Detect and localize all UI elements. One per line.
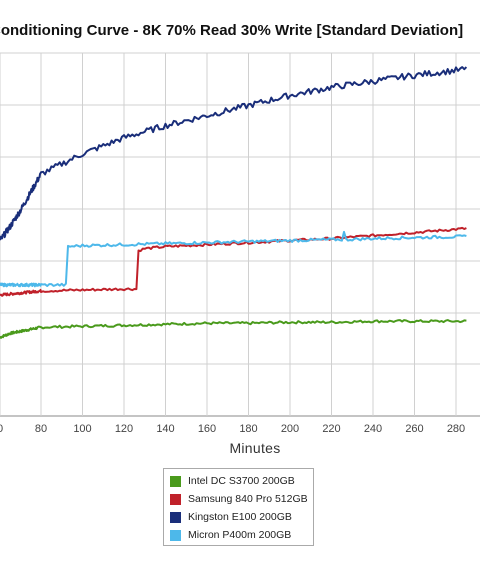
legend-item: Intel DC S3700 200GB [170,472,313,490]
legend-label: Samsung 840 Pro 512GB [188,493,308,505]
legend-label: Micron P400m 200GB [188,529,292,541]
x-tick-label: 240 [364,423,382,435]
x-tick-label: 220 [322,423,340,435]
x-tick-label: 140 [156,423,174,435]
x-tick-label: 80 [35,423,47,435]
x-axis-label: Minutes [229,440,281,456]
legend-swatch [170,511,181,523]
series-line-3 [0,230,467,288]
legend-swatch [170,529,181,541]
x-tick-label: 280 [447,423,465,435]
chart-title: Conditioning Curve - 8K 70% Read 30% Wri… [0,22,464,39]
series-line-2 [0,66,468,241]
x-tick-label: 180 [239,423,257,435]
series-line-1 [0,226,467,297]
legend: Intel DC S3700 200GB Samsung 840 Pro 512G… [163,468,314,546]
x-tick-label: 120 [115,423,133,435]
legend-item: Samsung 840 Pro 512GB [170,490,313,508]
legend-swatch [170,475,181,487]
x-tick-label: 0 [0,423,3,435]
x-tick-label: 260 [405,423,423,435]
x-tick-label: 160 [198,423,216,435]
x-tick-label: 100 [73,423,91,435]
series-line-0 [0,319,467,339]
x-tick-label: 200 [281,423,299,435]
legend-label: Kingston E100 200GB [188,511,292,523]
legend-label: Intel DC S3700 200GB [188,475,295,487]
legend-swatch [170,493,181,505]
legend-item: Micron P400m 200GB [170,526,313,544]
legend-item: Kingston E100 200GB [170,508,313,526]
